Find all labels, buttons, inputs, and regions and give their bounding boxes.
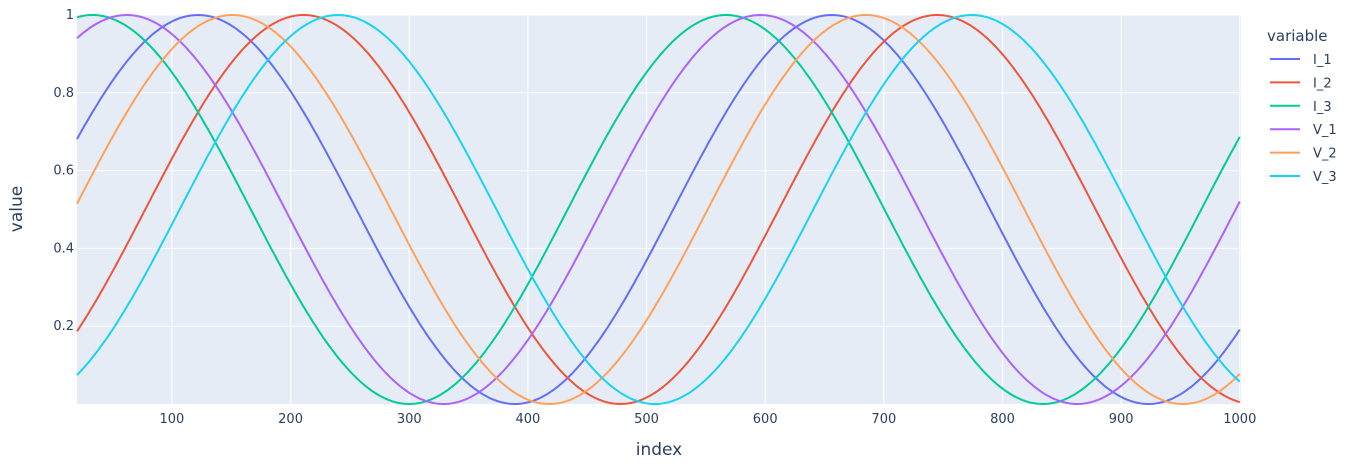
y-axis-title: value <box>7 186 27 232</box>
legend-item-label[interactable]: V_3 <box>1313 170 1337 185</box>
y-tick-label: 0.4 <box>53 241 74 256</box>
plot-background <box>77 15 1241 404</box>
x-tick-label: 500 <box>634 412 659 427</box>
y-tick-label: 0.2 <box>53 319 74 334</box>
y-tick-label: 1 <box>66 8 74 23</box>
x-tick-label: 100 <box>160 412 185 427</box>
x-tick-label: 600 <box>753 412 778 427</box>
x-tick-label: 700 <box>871 412 896 427</box>
x-tick-label: 300 <box>397 412 422 427</box>
grid <box>77 14 1241 404</box>
x-axis-title: index <box>636 440 683 460</box>
series-line-v-3 <box>76 14 1241 405</box>
series-line-i-1 <box>76 14 1241 405</box>
series-line-v-2 <box>76 14 1241 405</box>
legend-item-label[interactable]: I_3 <box>1313 100 1332 115</box>
legend-title: variable <box>1267 27 1328 45</box>
series-line-v-1 <box>76 14 1241 405</box>
x-tick-label: 1000 <box>1223 412 1256 427</box>
y-axis-ticks: 0.2 0.4 0.6 0.8 1 <box>53 8 74 334</box>
x-axis-ticks: 100 200 300 400 500 600 700 800 900 1000 <box>160 412 1257 427</box>
x-tick-label: 200 <box>278 412 303 427</box>
legend-item-label[interactable]: I_2 <box>1313 76 1332 91</box>
x-tick-label: 400 <box>515 412 540 427</box>
legend-item-label[interactable]: V_2 <box>1313 147 1337 162</box>
y-tick-label: 0.6 <box>53 164 74 179</box>
legend-item-label[interactable]: V_1 <box>1313 123 1337 138</box>
x-tick-label: 800 <box>990 412 1015 427</box>
series-line-i-3 <box>76 14 1241 405</box>
series-lines <box>76 14 1241 405</box>
y-tick-label: 0.8 <box>53 86 74 101</box>
legend: variable I_1 I_2 I_3 V_1 V_2 V_3 <box>1267 27 1337 185</box>
series-line-i-2 <box>76 14 1241 405</box>
x-tick-label: 900 <box>1109 412 1134 427</box>
legend-item-label[interactable]: I_1 <box>1313 53 1332 68</box>
